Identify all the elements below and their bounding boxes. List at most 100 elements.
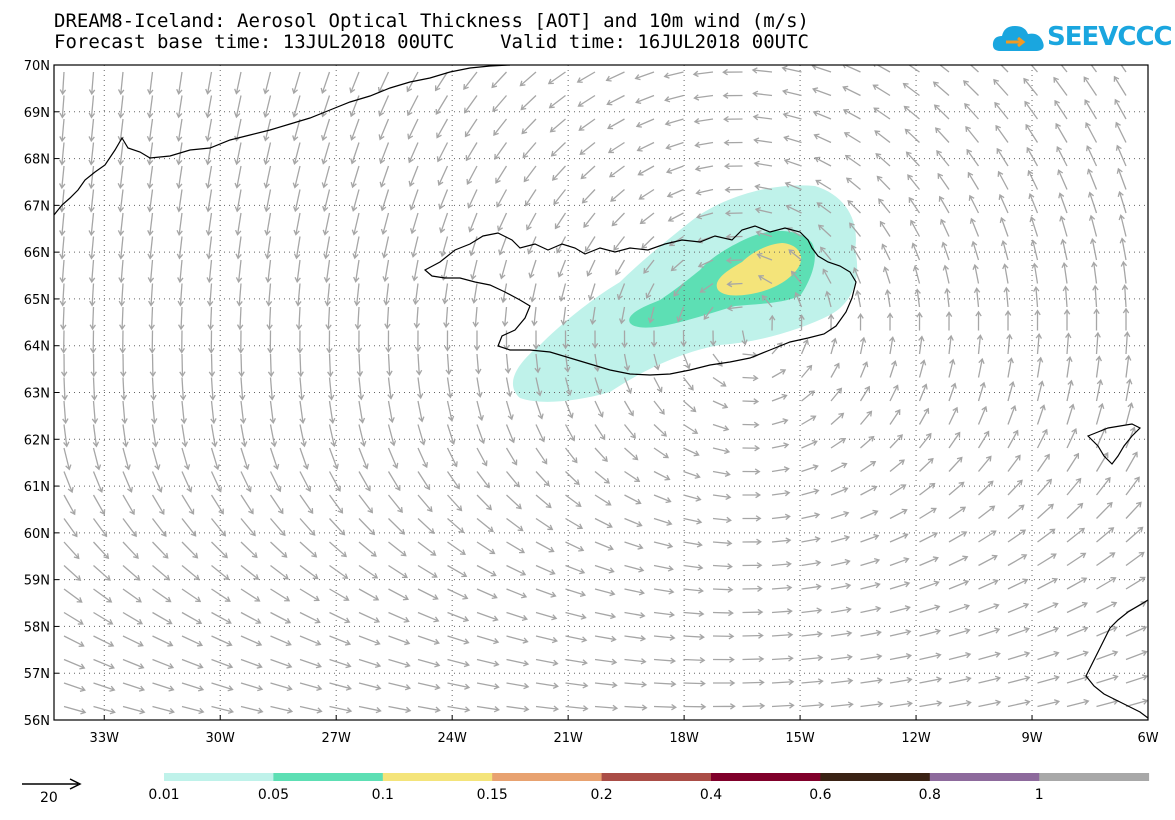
wind-arrow bbox=[623, 353, 631, 372]
wind-arrow bbox=[521, 118, 537, 135]
wind-arrow bbox=[240, 424, 248, 448]
wind-arrow bbox=[565, 564, 586, 575]
wind-arrow bbox=[388, 611, 410, 623]
wind-arrow bbox=[388, 564, 408, 579]
wind-arrow bbox=[712, 703, 736, 710]
wind-arrow bbox=[408, 165, 419, 187]
wind-arrow bbox=[476, 377, 483, 398]
wind-arrow bbox=[801, 678, 824, 685]
wind-arrow bbox=[594, 588, 616, 597]
color-bar-segment bbox=[601, 773, 712, 781]
wind-arrow bbox=[830, 387, 843, 402]
wind-arrow bbox=[446, 447, 458, 468]
wind-arrow bbox=[328, 377, 335, 401]
wind-arrow bbox=[634, 71, 655, 81]
cloud-icon bbox=[992, 26, 1044, 51]
wind-arrow bbox=[270, 518, 286, 537]
wind-arrow bbox=[497, 212, 508, 232]
wind-arrow bbox=[299, 541, 318, 558]
wind-arrow bbox=[1095, 451, 1109, 472]
lon-label: 21W bbox=[553, 731, 583, 746]
wind-arrow bbox=[236, 306, 244, 331]
wind-arrow bbox=[270, 541, 288, 558]
wind-arrow bbox=[948, 456, 963, 472]
wind-arrow bbox=[329, 541, 348, 558]
wind-arrow bbox=[63, 682, 86, 692]
lat-label: 66N bbox=[24, 246, 50, 261]
wind-arrow bbox=[88, 189, 95, 213]
wind-arrow bbox=[329, 635, 352, 646]
lat-label: 70N bbox=[24, 59, 50, 74]
wind-arrow bbox=[1036, 428, 1048, 449]
wind-arrow bbox=[1066, 698, 1090, 708]
wind-arrow bbox=[63, 447, 72, 471]
wind-arrow bbox=[889, 653, 913, 661]
wind-arrow bbox=[557, 259, 567, 278]
wind-arrow bbox=[329, 682, 352, 691]
wind-arrow bbox=[593, 353, 601, 373]
wind-arrow bbox=[782, 88, 802, 97]
wind-arrow bbox=[785, 204, 802, 214]
wind-arrow bbox=[1118, 214, 1127, 237]
wind-arrow bbox=[653, 353, 661, 371]
wind-arrow bbox=[844, 154, 861, 167]
wind-arrow bbox=[298, 377, 305, 401]
wind-arrow bbox=[939, 65, 950, 73]
wind-arrow bbox=[146, 142, 154, 166]
wind-arrow bbox=[240, 564, 260, 580]
wind-arrow bbox=[535, 682, 559, 689]
wind-arrow bbox=[59, 165, 66, 190]
wind-arrow bbox=[624, 517, 643, 528]
wind-arrow bbox=[240, 447, 250, 471]
wind-arrow bbox=[117, 212, 125, 237]
wind-arrow bbox=[149, 353, 157, 378]
wind-arrow bbox=[417, 541, 437, 556]
wind-arrow bbox=[292, 142, 301, 165]
wind-arrow bbox=[1033, 285, 1040, 308]
lat-label: 62N bbox=[24, 433, 50, 448]
wind-arrow bbox=[1117, 190, 1127, 214]
wind-arrow bbox=[1007, 429, 1019, 449]
wind-arrow bbox=[771, 702, 795, 709]
wind-arrow bbox=[653, 611, 675, 618]
wind-arrow bbox=[907, 174, 921, 190]
wind-arrow bbox=[594, 564, 615, 574]
wind-arrow bbox=[548, 94, 566, 109]
wind-arrow bbox=[1085, 122, 1098, 143]
wind-arrow bbox=[470, 259, 478, 281]
wind-arrow bbox=[465, 142, 478, 162]
wind-arrow bbox=[742, 398, 760, 405]
wind-arrow bbox=[439, 212, 449, 234]
wind-arrow bbox=[59, 212, 66, 237]
wind-arrow bbox=[1066, 577, 1088, 590]
wind-arrow bbox=[801, 583, 822, 591]
wind-arrow bbox=[176, 236, 184, 260]
wind-arrow bbox=[299, 611, 321, 624]
wind-arrow bbox=[269, 494, 284, 515]
wind-arrow bbox=[181, 447, 191, 471]
wind-arrow bbox=[884, 289, 892, 308]
wind-arrow bbox=[263, 95, 272, 119]
wind-arrow bbox=[1066, 452, 1080, 472]
wind-arrow bbox=[918, 383, 928, 402]
wind-arrow bbox=[93, 635, 115, 647]
wind-arrow bbox=[624, 470, 641, 483]
wind-arrow bbox=[889, 700, 913, 708]
wind-arrow bbox=[117, 118, 125, 143]
wind-arrow bbox=[673, 283, 685, 297]
wind-arrow bbox=[498, 236, 508, 256]
wind-arrow bbox=[653, 377, 663, 393]
wind-arrow bbox=[712, 679, 736, 687]
wind-arrow bbox=[881, 243, 891, 261]
wind-arrow bbox=[358, 447, 369, 470]
wind-arrow bbox=[978, 530, 997, 543]
wind-arrow bbox=[742, 515, 762, 522]
wind-arrow bbox=[712, 656, 735, 663]
wind-arrow bbox=[1095, 355, 1103, 378]
wind-arrow bbox=[578, 118, 596, 131]
wind-arrow bbox=[723, 115, 743, 123]
wind-arrow bbox=[531, 306, 538, 327]
wind-arrow bbox=[353, 283, 361, 307]
wind-arrow bbox=[1007, 675, 1031, 684]
wind-arrow bbox=[830, 654, 853, 661]
